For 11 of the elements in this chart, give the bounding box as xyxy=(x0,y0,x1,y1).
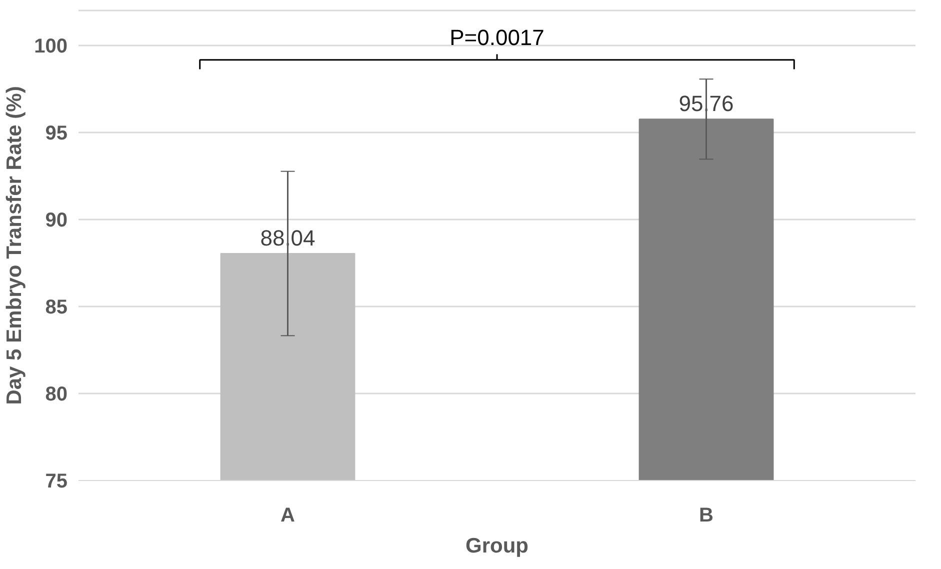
x-tick-label: A xyxy=(280,504,295,526)
y-tick-label: 80 xyxy=(45,383,68,406)
x-tick-label: B xyxy=(699,504,714,526)
annotation: P=0.0017 xyxy=(450,25,544,50)
y-tick-label: 95 xyxy=(45,122,68,144)
x-axis-title: Group xyxy=(466,534,529,558)
y-tick-label: 100 xyxy=(34,35,68,58)
y-tick-label: 90 xyxy=(45,209,68,232)
y-axis-title: Day 5 Embryo Transfer Rate (%) xyxy=(3,86,26,405)
y-tick-label: 85 xyxy=(45,296,68,318)
y-tick-label: 75 xyxy=(45,470,68,492)
